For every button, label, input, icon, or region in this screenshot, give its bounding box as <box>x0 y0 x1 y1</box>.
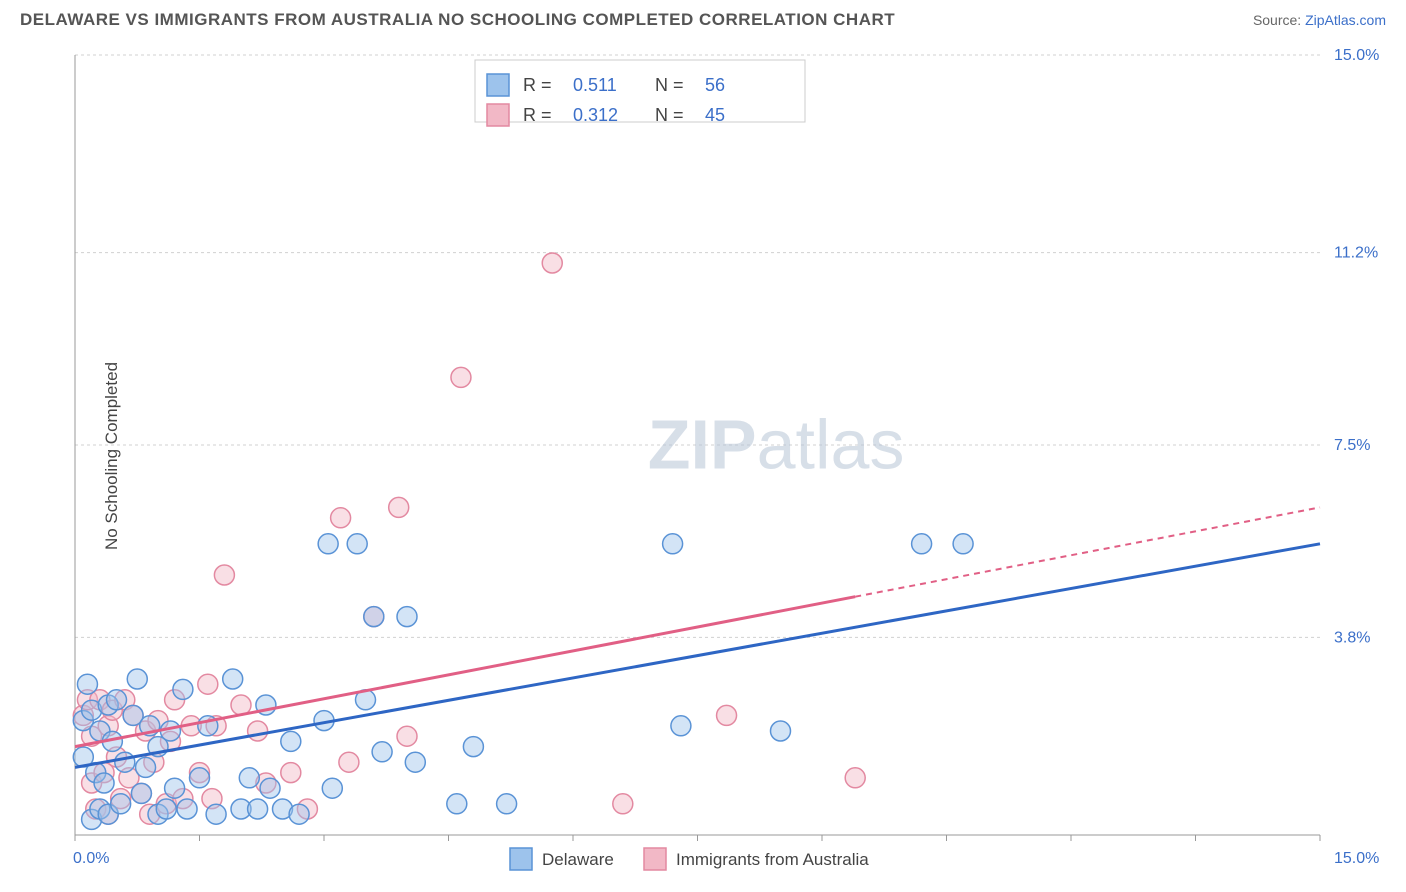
data-point <box>289 804 309 824</box>
y-tick-label: 11.2% <box>1334 245 1378 262</box>
y-axis-label: No Schooling Completed <box>102 362 122 550</box>
data-point <box>717 705 737 725</box>
header-bar: DELAWARE VS IMMIGRANTS FROM AUSTRALIA NO… <box>0 0 1406 34</box>
data-point <box>94 773 114 793</box>
source-label: Source: ZipAtlas.com <box>1253 12 1386 28</box>
data-point <box>281 731 301 751</box>
data-point <box>953 534 973 554</box>
legend-swatch <box>487 74 509 96</box>
data-point <box>405 752 425 772</box>
y-tick-label: 7.5% <box>1334 437 1370 454</box>
data-point <box>331 508 351 528</box>
data-point <box>127 669 147 689</box>
data-point <box>260 778 280 798</box>
trend-line <box>75 597 855 747</box>
data-point <box>542 253 562 273</box>
data-point <box>177 799 197 819</box>
data-point <box>190 768 210 788</box>
scatter-chart: ZIPatlas 3.8% 7.5% 11.2% 15.0% 0.0% 15.0% R = 0.… <box>20 40 1386 872</box>
legend-label: Immigrants from Australia <box>676 850 869 869</box>
data-point <box>364 607 384 627</box>
legend-label: Delaware <box>542 850 614 869</box>
data-point <box>322 778 342 798</box>
legend-swatch <box>487 104 509 126</box>
data-point <box>281 763 301 783</box>
chart-container: No Schooling Completed ZIPatlas 3.8% 7.5% 1… <box>20 40 1386 872</box>
source-link[interactable]: ZipAtlas.com <box>1305 12 1386 28</box>
svg-text:N =: N = <box>655 75 684 95</box>
data-point <box>239 768 259 788</box>
svg-text:56: 56 <box>705 75 725 95</box>
svg-text:R =: R = <box>523 75 552 95</box>
data-point <box>372 742 392 762</box>
data-point <box>451 367 471 387</box>
data-point <box>223 669 243 689</box>
data-point <box>156 799 176 819</box>
data-point <box>131 783 151 803</box>
data-point <box>912 534 932 554</box>
data-point <box>214 565 234 585</box>
data-point <box>663 534 683 554</box>
data-point <box>318 534 338 554</box>
svg-text:R =: R = <box>523 105 552 125</box>
legend-swatch <box>644 848 666 870</box>
data-point <box>115 752 135 772</box>
watermark: ZIPatlas <box>648 405 905 483</box>
data-point <box>397 607 417 627</box>
data-point <box>198 674 218 694</box>
svg-text:N =: N = <box>655 105 684 125</box>
data-point <box>671 716 691 736</box>
data-point <box>771 721 791 741</box>
chart-title: DELAWARE VS IMMIGRANTS FROM AUSTRALIA NO… <box>20 10 895 30</box>
legend-swatch <box>510 848 532 870</box>
x-tick-label: 0.0% <box>73 850 109 867</box>
data-point <box>339 752 359 772</box>
y-tick-label: 3.8% <box>1334 629 1370 646</box>
data-point <box>248 721 268 741</box>
y-tick-label: 15.0% <box>1334 47 1379 64</box>
data-point <box>173 679 193 699</box>
svg-text:0.511: 0.511 <box>573 75 617 95</box>
data-point <box>347 534 367 554</box>
data-point <box>389 497 409 517</box>
data-point <box>77 674 97 694</box>
data-point <box>463 737 483 757</box>
data-point <box>107 690 127 710</box>
data-point <box>206 804 226 824</box>
svg-text:45: 45 <box>705 105 725 125</box>
data-point <box>165 778 185 798</box>
data-point <box>397 726 417 746</box>
data-point <box>111 794 131 814</box>
data-point <box>497 794 517 814</box>
data-point <box>845 768 865 788</box>
trend-line <box>75 544 1320 768</box>
data-point <box>248 799 268 819</box>
svg-text:0.312: 0.312 <box>573 105 618 125</box>
data-point <box>447 794 467 814</box>
data-point <box>136 757 156 777</box>
x-tick-label: 15.0% <box>1334 850 1379 867</box>
data-point <box>613 794 633 814</box>
